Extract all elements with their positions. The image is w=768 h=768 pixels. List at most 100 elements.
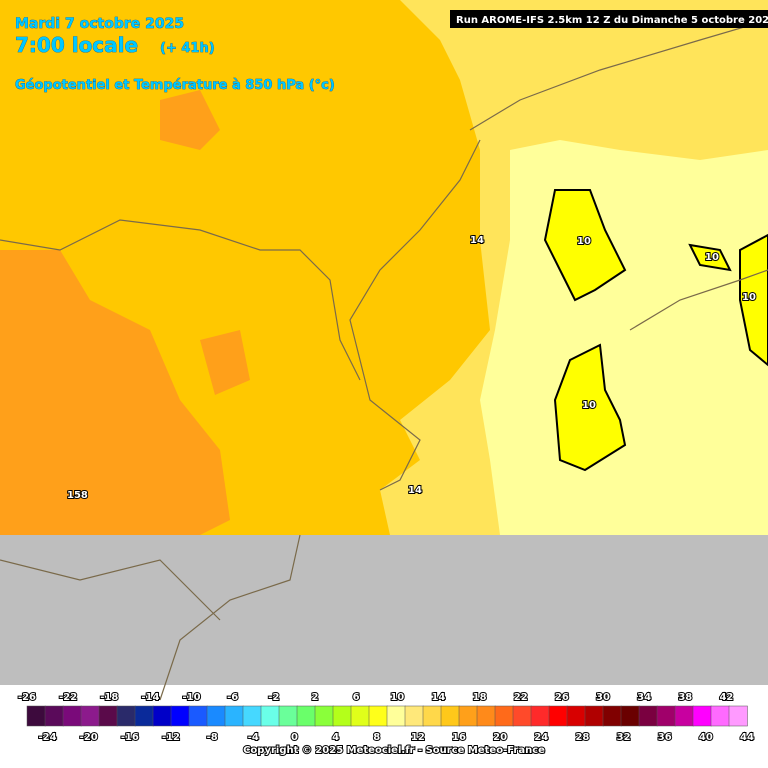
color-swatch [602, 705, 622, 727]
color-swatch [98, 705, 118, 727]
color-swatch [386, 705, 406, 727]
warm-area [160, 90, 220, 150]
border-line [469, 19, 768, 131]
scale-label: -6 [227, 692, 238, 703]
scale-label: 2 [312, 692, 319, 703]
scale-label: -16 [121, 732, 139, 743]
scale-label: 12 [411, 732, 425, 743]
color-swatch [188, 705, 208, 727]
contour-label: 10 [742, 292, 756, 303]
scale-label: -26 [18, 692, 36, 703]
date-label: Mardi 7 octobre 2025 [15, 16, 184, 32]
color-swatch [242, 705, 262, 727]
scale-label: -22 [59, 692, 77, 703]
run-box [450, 10, 768, 28]
scale-label: 4 [332, 732, 339, 743]
color-swatch [638, 705, 658, 727]
run-label: Run AROME-IFS 2.5km 12 Z du Dimanche 5 o… [456, 15, 768, 26]
color-swatch [314, 705, 334, 727]
color-swatch [710, 705, 730, 727]
scale-label: 0 [291, 732, 298, 743]
warm-area [0, 250, 230, 550]
cold-core [553, 343, 627, 472]
scale-label: 32 [617, 732, 631, 743]
scale-label: 6 [353, 692, 360, 703]
scale-label: -18 [100, 692, 118, 703]
color-swatch [134, 705, 154, 727]
contour-label: 10 [582, 400, 596, 411]
color-swatch [368, 705, 388, 727]
color-swatch [728, 705, 748, 727]
scale-label: 16 [452, 732, 466, 743]
color-swatch [278, 705, 298, 727]
scale-label: 40 [699, 732, 713, 743]
color-swatch [674, 705, 694, 727]
color-swatch [332, 705, 352, 727]
no-data-area [0, 535, 768, 685]
scale-label: -20 [80, 732, 98, 743]
color-swatch [656, 705, 676, 727]
color-swatch [476, 705, 496, 727]
scale-label: -24 [39, 732, 57, 743]
scale-label: 14 [431, 692, 445, 703]
border-line [629, 269, 768, 331]
border-line [0, 219, 361, 381]
border-line [349, 139, 481, 491]
scale-label: 8 [373, 732, 380, 743]
scale-label: 18 [473, 692, 487, 703]
copyright: Copyright © 2025 Meteociel.fr - Source M… [243, 745, 545, 756]
cold-core [688, 243, 732, 272]
color-swatch [548, 705, 568, 727]
color-swatch [440, 705, 460, 727]
color-swatch [80, 705, 100, 727]
scale-label: 36 [658, 732, 672, 743]
color-swatch [566, 705, 586, 727]
scale-label: 28 [575, 732, 589, 743]
border-line [0, 559, 221, 621]
scale-label: -4 [248, 732, 259, 743]
scale-label: -14 [141, 692, 159, 703]
color-swatch [170, 705, 190, 727]
color-swatch [152, 705, 172, 727]
scale-label: 26 [555, 692, 569, 703]
scale-label: 24 [534, 732, 548, 743]
contour-label: 14 [408, 485, 422, 496]
color-swatch [296, 705, 316, 727]
time-label: 7:00 locale [15, 33, 138, 57]
color-swatch [620, 705, 640, 727]
scale-label: 34 [637, 692, 651, 703]
contour-label: 14 [470, 235, 484, 246]
lead-label: (+ 41h) [160, 41, 215, 56]
color-swatch [530, 705, 550, 727]
color-swatch [62, 705, 82, 727]
color-swatch [494, 705, 514, 727]
scale-label: 38 [678, 692, 692, 703]
scale-label: -12 [162, 732, 180, 743]
border-line [159, 534, 301, 701]
cold-core [543, 189, 627, 302]
parameter-label: Géopotentiel et Température à 850 hPa (°… [15, 78, 335, 93]
color-swatch [116, 705, 136, 727]
warm-area [200, 330, 250, 395]
cold-core [739, 233, 768, 367]
cool-area [480, 140, 768, 535]
color-swatch [44, 705, 64, 727]
color-swatch [26, 705, 46, 727]
color-swatch [584, 705, 604, 727]
scale-label: 22 [514, 692, 528, 703]
color-swatch [422, 705, 442, 727]
scale-label: -10 [183, 692, 201, 703]
color-swatch [206, 705, 226, 727]
scale-label: 42 [719, 692, 733, 703]
color-swatch [350, 705, 370, 727]
scale-label: -2 [268, 692, 279, 703]
scale-label: 20 [493, 732, 507, 743]
color-swatch [224, 705, 244, 727]
scale-label: 44 [740, 732, 754, 743]
color-swatch [260, 705, 280, 727]
contour-label: 10 [577, 236, 591, 247]
scale-label: 10 [390, 692, 404, 703]
contour-label: 10 [705, 252, 719, 263]
color-swatch [404, 705, 424, 727]
contour-label: 158 [67, 490, 88, 501]
